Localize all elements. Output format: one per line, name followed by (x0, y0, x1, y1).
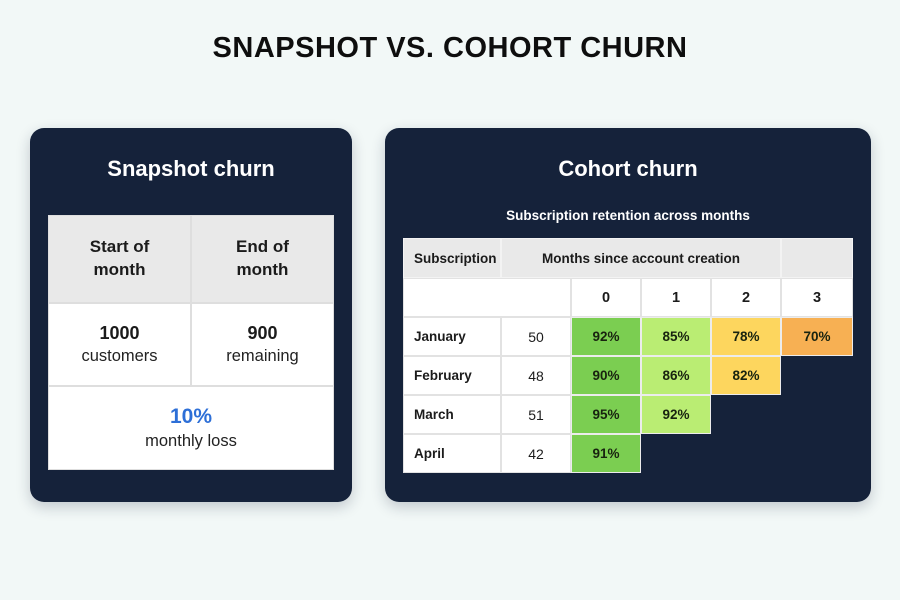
end-label: remaining (226, 347, 299, 365)
end-count: 900 (247, 323, 278, 343)
retention-cell: 78% (711, 317, 781, 356)
row-label-january: January (403, 317, 501, 356)
col-header-empty (781, 238, 853, 278)
retention-cell: 82% (711, 356, 781, 395)
monthly-loss-percent: 10% (169, 405, 213, 428)
retention-cell: 90% (571, 356, 641, 395)
month-number-1: 1 (641, 278, 711, 317)
snapshot-start-cell: 1000 customers (48, 303, 191, 386)
snapshot-end-cell: 900 remaining (191, 303, 334, 386)
start-label: customers (81, 347, 158, 365)
monthly-loss-label: monthly loss (145, 432, 237, 450)
col-header-subscription: Subscription (403, 238, 501, 278)
start-count: 1000 (99, 323, 140, 343)
snapshot-churn-card: Snapshot churn Start of month End of mon… (30, 128, 352, 502)
retention-cell: 92% (571, 317, 641, 356)
retention-cell: 91% (571, 434, 641, 473)
col-header-months-since: Months since account creation (501, 238, 781, 278)
retention-cell: 86% (641, 356, 711, 395)
row-label-april: April (403, 434, 501, 473)
cohort-size-april: 42 (501, 434, 571, 473)
row-label-march: March (403, 395, 501, 434)
retention-cell: 85% (641, 317, 711, 356)
row-label-february: February (403, 356, 501, 395)
snapshot-loss-cell: 10% monthly loss (48, 386, 334, 470)
cohort-table: Subscription Months since account creati… (403, 238, 853, 473)
month-number-2: 2 (711, 278, 781, 317)
cohort-card-subtitle: Subscription retention across months (506, 208, 750, 223)
page-title: SNAPSHOT VS. COHORT CHURN (212, 32, 688, 64)
cohort-size-february: 48 (501, 356, 571, 395)
retention-cell: 92% (641, 395, 711, 434)
snapshot-table: Start of month End of month 1000 custome… (48, 215, 334, 470)
cohort-churn-card: Cohort churn Subscription retention acro… (385, 128, 871, 502)
month-number-spacer (403, 278, 571, 317)
cohort-card-title: Cohort churn (558, 156, 698, 181)
cohort-size-march: 51 (501, 395, 571, 434)
cohort-size-january: 50 (501, 317, 571, 356)
month-number-3: 3 (781, 278, 853, 317)
snapshot-card-title: Snapshot churn (107, 156, 275, 181)
retention-cell: 95% (571, 395, 641, 434)
snapshot-header-end: End of month (191, 215, 334, 303)
month-number-0: 0 (571, 278, 641, 317)
snapshot-header-start: Start of month (48, 215, 191, 303)
retention-cell: 70% (781, 317, 853, 356)
